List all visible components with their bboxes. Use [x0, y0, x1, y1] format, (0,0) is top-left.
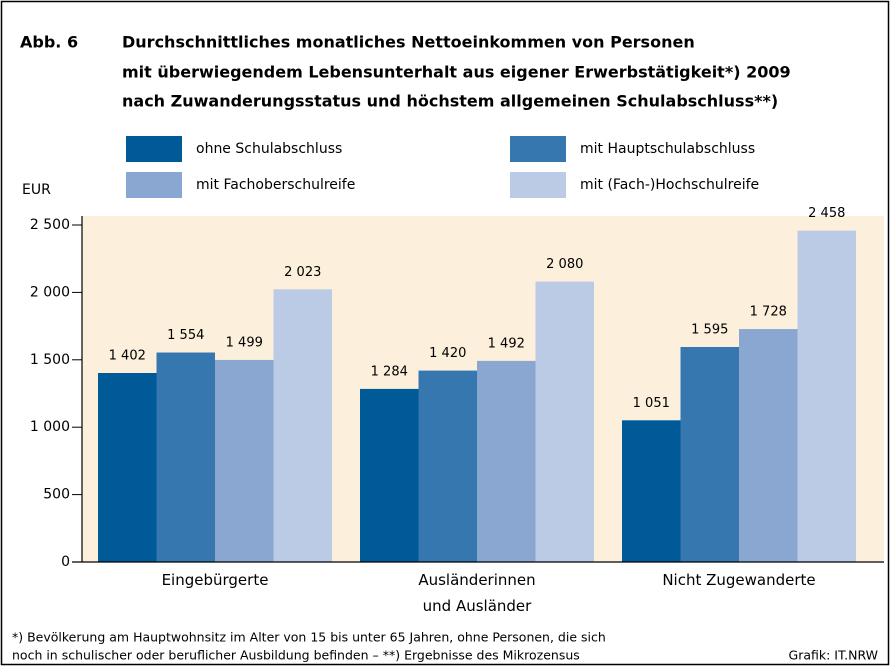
value-label: 1 595 — [691, 322, 728, 337]
bar — [418, 370, 477, 562]
y-tick-label: 500 — [43, 487, 70, 503]
x-tick-label: Ausländerinnen und Ausländer — [418, 571, 535, 615]
footnote: noch in schulischer oder beruflicher Aus… — [12, 648, 580, 663]
value-label: 2 023 — [284, 265, 321, 280]
legend-swatch — [510, 136, 566, 162]
value-label: 2 080 — [546, 257, 583, 272]
value-label: 1 051 — [633, 396, 670, 411]
bar — [535, 281, 594, 562]
value-label: 1 499 — [226, 335, 263, 350]
legend-swatch — [510, 172, 566, 198]
legend-label: mit (Fach-)Hochschulreife — [580, 177, 759, 193]
value-label: 1 420 — [429, 346, 466, 361]
y-tick-label: 2 500 — [30, 217, 70, 233]
bar — [360, 388, 419, 562]
value-label: 2 458 — [808, 206, 845, 221]
chart-title: Durchschnittliches monatliches Nettoeink… — [122, 33, 695, 52]
bar — [680, 346, 739, 562]
legend-label: ohne Schulabschluss — [196, 141, 342, 157]
bar — [477, 360, 536, 562]
value-label: 1 728 — [750, 305, 787, 320]
value-label: 1 284 — [371, 364, 408, 379]
value-label: 1 402 — [109, 349, 146, 364]
y-tick-label: 2 000 — [30, 284, 70, 300]
bar — [797, 230, 856, 562]
bar — [622, 420, 681, 562]
legend-swatch — [126, 172, 182, 198]
value-label: 1 554 — [167, 328, 204, 343]
footnote: *) Bevölkerung am Hauptwohnsitz im Alter… — [12, 630, 606, 645]
bar — [156, 352, 215, 562]
x-tick-label: Nicht Zugewanderte — [662, 571, 815, 589]
legend-swatch — [126, 136, 182, 162]
figure-label: Abb. 6 — [20, 33, 78, 52]
bar — [273, 289, 332, 562]
legend-label: mit Fachoberschulreife — [196, 177, 355, 193]
bar — [739, 329, 798, 562]
y-tick-label: 1 500 — [30, 352, 70, 368]
y-tick-label: 1 000 — [30, 419, 70, 435]
source: Grafik: IT.NRW — [789, 648, 878, 663]
legend-label: mit Hauptschulabschluss — [580, 141, 755, 157]
value-label: 1 492 — [488, 336, 525, 351]
y-axis-label: EUR — [22, 182, 51, 198]
chart-title: mit überwiegendem Lebensunterhalt aus ei… — [122, 63, 791, 82]
chart-title: nach Zuwanderungsstatus und höchstem all… — [122, 92, 778, 111]
x-tick-label: Eingebürgerte — [162, 571, 269, 589]
bar — [215, 359, 274, 562]
bar — [98, 373, 157, 562]
y-tick-label: 0 — [61, 554, 70, 570]
